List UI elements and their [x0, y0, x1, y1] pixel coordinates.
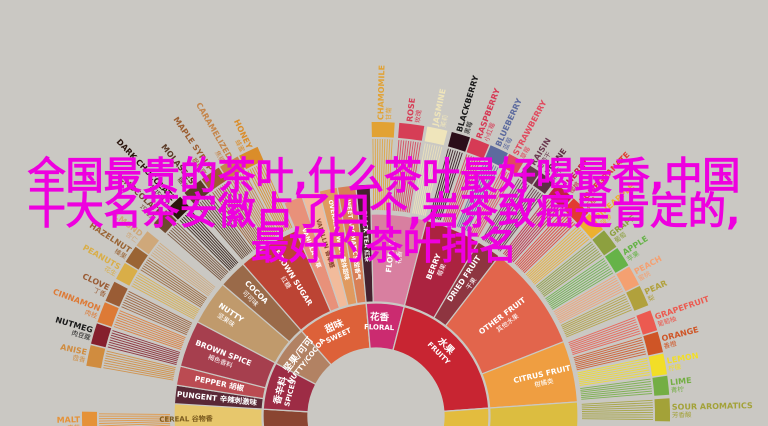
- tip-pear: [626, 286, 649, 311]
- svg-text:LEMON柠檬: LEMON柠檬: [666, 351, 700, 373]
- tip-grape: [592, 230, 617, 256]
- svg-text:SOUR AROMATICS芳香酸: SOUR AROMATICS芳香酸: [672, 401, 753, 419]
- svg-text:NUTMEG肉豆蔻: NUTMEG肉豆蔻: [52, 315, 94, 342]
- svg-text:CHAMOMILE甘菊: CHAMOMILE甘菊: [376, 65, 394, 120]
- tip-pineapple: [578, 213, 603, 239]
- svg-text:FLORAL花香: FLORAL花香: [384, 240, 405, 274]
- tip-apple: [605, 248, 629, 273]
- tip-cherry: [547, 184, 573, 209]
- svg-text:ROSE玫瑰: ROSE玫瑰: [405, 97, 424, 123]
- svg-text:GRAPEFRUIT葡萄柚: GRAPEFRUIT葡萄柚: [654, 294, 714, 328]
- svg-text:BLACK TEA 红茶: BLACK TEA 红茶: [361, 211, 372, 263]
- tip-malt: [81, 411, 98, 426]
- tip-cinnamon: [97, 302, 119, 327]
- svg-text:ANISE茴香: ANISE茴香: [58, 343, 88, 365]
- svg-text:CLOVE丁香: CLOVE丁香: [78, 272, 112, 299]
- svg-text:JASMINE茉莉: JASMINE茉莉: [431, 88, 455, 130]
- tip-grapefruit: [636, 310, 658, 335]
- tip-clove: [105, 281, 128, 307]
- tip-molasses: [184, 180, 210, 205]
- svg-text:CEREAL 谷物香: CEREAL 谷物香: [159, 414, 214, 424]
- tip-nutmeg: [91, 323, 112, 348]
- tip-rose: [398, 122, 425, 141]
- tip-chocolate: [153, 210, 177, 234]
- headline-line-1: 全国最贵的茶叶,什么茶叶最好喝最香,中国: [27, 154, 741, 198]
- ring1-categories: [262, 302, 490, 426]
- tip-orange: [643, 331, 663, 356]
- tip-blueberry: [484, 145, 508, 167]
- tip-peanuts: [116, 263, 138, 286]
- headline-line-2: 十大名茶安徽占了四个,岩茶致癌是肯定的,: [27, 189, 741, 233]
- tip-sour-aromatics: [654, 398, 671, 422]
- tip-raisin: [519, 163, 541, 185]
- tip-prune: [533, 173, 554, 194]
- wedge-sour2: [488, 401, 579, 426]
- tip-lemon: [648, 353, 667, 377]
- svg-text:花香FLORAL: 花香FLORAL: [364, 311, 395, 333]
- tip-hazelnut: [125, 246, 148, 270]
- tip-blackberry: [448, 132, 470, 152]
- ring2-subcategories: [173, 183, 579, 426]
- tip-raspberry: [466, 137, 490, 159]
- tip-honey: [239, 146, 264, 170]
- tip-lime: [652, 375, 670, 396]
- tip-jasmine: [424, 126, 448, 146]
- tip-strawberry: [502, 153, 524, 175]
- tip-caramelized: [220, 156, 245, 180]
- tip-peach: [616, 266, 639, 292]
- tip-maple-syrup: [201, 167, 227, 192]
- headline-overlay: 全国最贵的茶叶,什么茶叶最好喝最香,中国 十大名茶安徽占了四个,岩茶致癌是肯定的…: [0, 154, 768, 268]
- svg-text:LIME青柠: LIME青柠: [670, 376, 693, 395]
- tip-chamomile: [371, 121, 395, 138]
- tip-anise: [86, 345, 106, 369]
- tier3-spokes: [81, 121, 671, 426]
- svg-text:ORANGE香橙: ORANGE香橙: [661, 325, 702, 351]
- tip-almond: [136, 231, 159, 255]
- wedge-sour-fermented: [442, 407, 490, 426]
- headline-line-3: 最好的茶叶排名: [250, 224, 517, 268]
- tip-dark-chocolate: [167, 196, 191, 220]
- svg-text:PEAR梨: PEAR梨: [643, 279, 671, 304]
- svg-text:MALT麦芽: MALT麦芽: [57, 415, 81, 426]
- tip-pomegranate: [563, 198, 589, 224]
